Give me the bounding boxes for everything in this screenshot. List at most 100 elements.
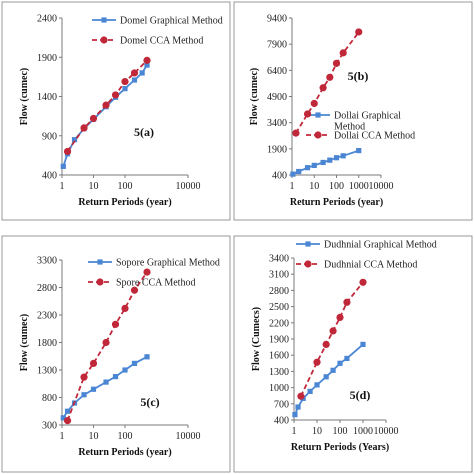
legend-label: Dollai Graphical Method: [334, 111, 401, 133]
legend-entry: Sopore Graphical Method: [88, 258, 220, 269]
data-point-circle: [332, 59, 341, 67]
panel-border: [1, 235, 231, 473]
panel-border: [233, 1, 473, 221]
data-point-square: [90, 386, 97, 392]
data-point-square: [337, 360, 343, 366]
series-graphical: [290, 147, 362, 177]
data-point-circle: [343, 298, 351, 306]
data-point-circle: [111, 320, 120, 328]
y-tick-label: 2300: [37, 311, 57, 322]
data-point-circle: [355, 28, 363, 36]
data-point-square: [314, 382, 320, 388]
y-axis-title: Flow (cumec): [19, 68, 30, 125]
data-point-circle: [102, 101, 110, 109]
data-point-circle: [102, 338, 110, 347]
series-cca: [297, 278, 367, 400]
panel-label: 5(d): [350, 388, 371, 402]
y-axis-title: Flow (cumec): [249, 68, 260, 125]
x-tick-label: 100: [329, 181, 344, 192]
data-point-circle: [319, 84, 327, 92]
data-point-circle: [313, 358, 321, 366]
series-cca: [63, 56, 151, 156]
data-point-square: [103, 379, 109, 385]
legend-label: Domel Graphical Method: [120, 16, 223, 27]
x-tick-label: 10: [89, 181, 99, 192]
y-tick-label: 400: [42, 171, 57, 182]
x-axis-title: Return Periods (year): [78, 197, 171, 208]
panel-border: [1, 1, 231, 221]
y-tick-label: 3100: [269, 270, 289, 281]
series-line: [66, 59, 148, 152]
data-point-square: [122, 367, 128, 373]
data-point-square: [131, 360, 138, 366]
data-point-square: [327, 157, 333, 163]
legend-swatch-marker: [100, 36, 108, 44]
y-tick-label: 700: [274, 399, 289, 410]
data-point-circle: [63, 147, 72, 156]
y-tick-label: 2200: [269, 318, 289, 329]
data-point-square: [340, 153, 346, 159]
data-point-square: [323, 374, 329, 380]
y-axis-title: Flow (cumec): [19, 314, 30, 371]
legend-swatch-marker: [96, 278, 104, 286]
data-point-circle: [303, 110, 312, 118]
x-tick-label: 100: [333, 426, 348, 437]
data-point-square: [139, 70, 145, 76]
legend-swatch-marker: [305, 241, 311, 247]
data-point-square: [60, 163, 66, 169]
data-point-circle: [339, 49, 347, 57]
y-tick-label: 1900: [267, 144, 287, 155]
x-tick-label: 10000: [176, 181, 201, 192]
data-point-square: [304, 165, 311, 171]
y-tick-label: 3400: [269, 254, 289, 265]
data-point-square: [333, 155, 340, 161]
legend-entry: Dollai CCA Method: [306, 131, 415, 142]
series-line: [294, 343, 364, 415]
legend-swatch-marker: [304, 260, 312, 268]
legend-label: Dudhnial Graphical Method: [324, 240, 437, 251]
data-point-circle: [336, 313, 344, 321]
data-point-square: [112, 374, 119, 380]
x-tick-label: 1: [60, 181, 65, 192]
y-tick-label: 1300: [269, 367, 289, 378]
legend-entry: Spore CCA Method: [88, 278, 195, 289]
x-tick-label: 1: [290, 181, 295, 192]
x-tick-label: 100: [118, 181, 133, 192]
legend-label: Sopore Graphical Method: [116, 258, 220, 269]
legend-entry: Dudhnial Graphical Method: [296, 240, 437, 251]
data-point-square: [290, 171, 296, 177]
series-graphical: [292, 341, 366, 418]
y-tick-label: 400: [274, 416, 289, 427]
data-point-square: [356, 147, 362, 154]
y-axis-title: Flow (Cumecs): [251, 307, 262, 371]
data-point-circle: [80, 124, 88, 132]
x-tick-label: 10000: [369, 181, 394, 192]
data-point-circle: [121, 77, 129, 86]
data-point-square: [144, 354, 150, 360]
data-point-square: [344, 355, 350, 362]
data-point-square: [295, 404, 301, 410]
x-axis-title: Return Periods (year): [78, 447, 171, 458]
chart-panel-3: 300 800 1300 1800 2300 2800 3300 1 10 100 10000 Ret…: [1, 235, 231, 473]
data-point-circle: [143, 268, 151, 276]
panel-label: 5(a): [134, 125, 154, 139]
data-point-square: [81, 392, 87, 398]
y-tick-label: 400: [272, 171, 287, 182]
legend-label: Spore CCA Method: [116, 278, 195, 289]
y-tick-label: 300: [42, 421, 57, 432]
data-point-circle: [329, 327, 337, 335]
x-tick-label: 10: [309, 181, 319, 192]
data-point-circle: [111, 91, 120, 99]
data-point-circle: [359, 278, 367, 286]
chart-panel-1: 400 900 1400 1900 2400 1 10 100 10000 Return Peri…: [1, 1, 231, 221]
data-point-circle: [121, 304, 129, 312]
data-point-circle: [292, 129, 300, 137]
y-tick-label: 1900: [37, 53, 57, 64]
data-point-square: [122, 86, 128, 92]
data-point-square: [360, 341, 366, 347]
data-point-circle: [326, 73, 334, 81]
data-point-square: [330, 367, 336, 373]
x-tick-label: 1000: [349, 181, 369, 192]
y-tick-label: 2400: [37, 14, 57, 25]
data-point-square: [71, 137, 78, 143]
